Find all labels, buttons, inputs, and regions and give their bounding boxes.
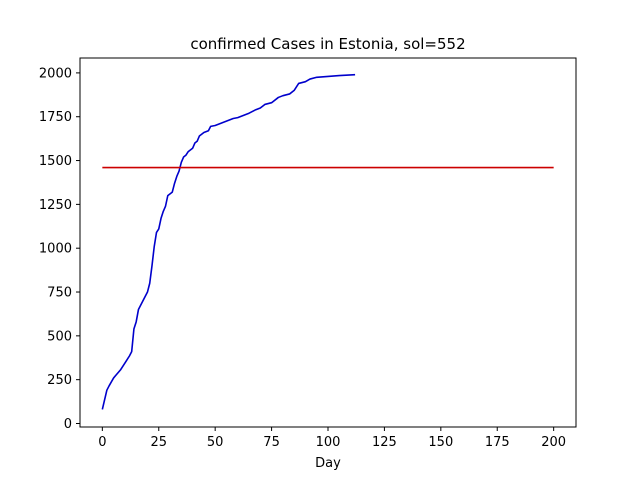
y-tick-label: 1750	[39, 110, 72, 125]
plot-frame	[79, 57, 577, 428]
x-tick-label: 50	[207, 435, 224, 450]
x-tick-label: 150	[428, 435, 453, 450]
x-axis-label: Day	[315, 456, 341, 471]
y-tick-label: 500	[47, 329, 72, 344]
x-tick-label: 200	[541, 435, 566, 450]
x-tick-label: 25	[150, 435, 167, 450]
plot-area	[101, 73, 554, 410]
x-tick-label: 125	[372, 435, 397, 450]
y-axis: 0 250 500 750 1000 1250 1500 1750 2000	[39, 66, 80, 432]
y-tick-label: 1250	[39, 198, 72, 213]
x-tick-label: 175	[485, 435, 510, 450]
y-tick-label: 0	[64, 417, 72, 432]
y-tick-label: 250	[47, 373, 72, 388]
series-line-1	[101, 73, 356, 410]
chart-title: confirmed Cases in Estonia, sol=552	[190, 35, 465, 53]
y-tick-label: 750	[47, 286, 72, 301]
y-tick-label: 2000	[39, 66, 72, 81]
x-tick-label: 0	[98, 435, 106, 450]
y-tick-label: 1500	[39, 154, 72, 169]
y-tick-label: 1000	[39, 242, 72, 257]
x-axis: 0 25 50 75 100 125 150 175 200	[98, 427, 566, 450]
x-tick-label: 75	[263, 435, 280, 450]
x-tick-label: 100	[316, 435, 341, 450]
